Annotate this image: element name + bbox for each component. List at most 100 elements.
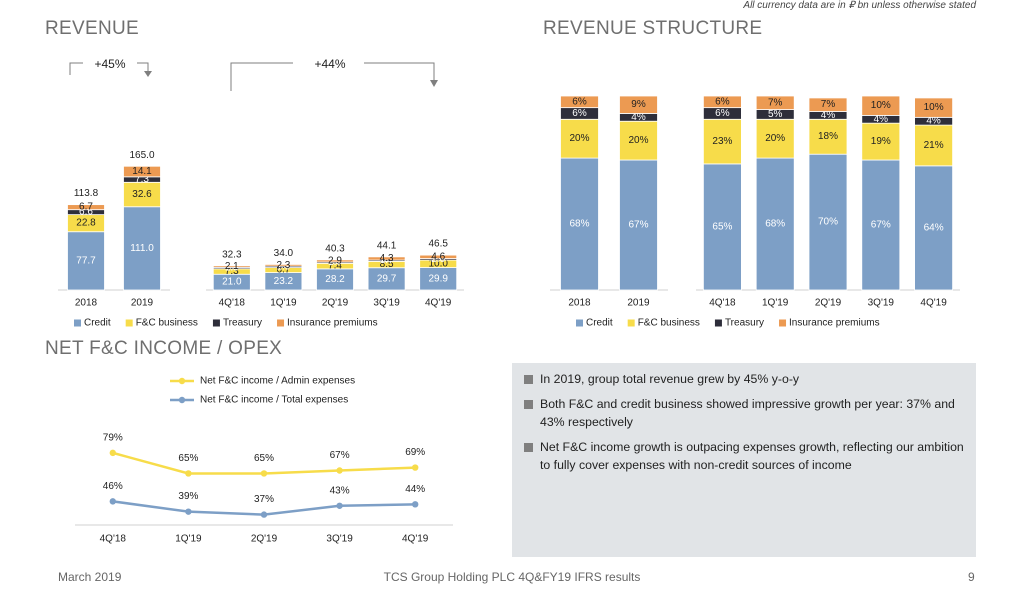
- data-label: 67%: [330, 450, 350, 461]
- data-label: 9%: [631, 99, 646, 110]
- bullet-text: Net F&C income growth is outpacing expen…: [540, 440, 964, 472]
- bar-segment-insurance: [212, 265, 251, 268]
- growth-bracket-quarterly: [230, 62, 293, 91]
- data-point: [336, 467, 343, 474]
- data-label: 4%: [874, 114, 889, 125]
- data-label: 67%: [628, 220, 648, 231]
- bar-segment-fc-business: [808, 118, 848, 155]
- data-point: [260, 511, 268, 518]
- legend-swatch: [779, 319, 787, 327]
- data-label: 4.3: [380, 253, 394, 264]
- legend-label: F&C business: [136, 318, 198, 329]
- data-label: 1.7: [328, 257, 342, 268]
- data-label: 7.3: [135, 174, 149, 185]
- bullet-item: In 2019, group total revenue grew by 45%…: [524, 370, 964, 388]
- data-label: 1.9: [225, 263, 239, 274]
- legend-label: Insurance premiums: [789, 318, 880, 329]
- data-label: 46%: [103, 481, 123, 492]
- data-point: [412, 501, 419, 508]
- legend-marker: [178, 396, 186, 404]
- legend-swatch: [125, 319, 133, 327]
- growth-bracket-annual: [69, 62, 83, 75]
- growth-bracket-quarterly: [364, 62, 435, 82]
- growth-label-quarterly: +44%: [314, 57, 345, 71]
- legend-swatch: [277, 319, 285, 327]
- bar-segment-credit: [755, 157, 795, 291]
- x-tick-label: 2Q'19: [322, 298, 349, 309]
- bullet-item: Net F&C income growth is outpacing expen…: [524, 438, 964, 474]
- bar-segment-fc-business: [861, 122, 901, 161]
- total-label: 40.3: [325, 243, 345, 254]
- x-tick-label: 2Q'19: [815, 298, 842, 309]
- x-tick-label: 1Q'19: [762, 298, 789, 309]
- data-label: 6%: [572, 108, 587, 119]
- data-label: 19%: [871, 136, 891, 147]
- data-point: [412, 464, 419, 471]
- data-label: 2.0: [431, 254, 445, 265]
- legend-swatch: [74, 319, 81, 327]
- total-label: 44.1: [377, 240, 397, 251]
- data-label: 68%: [569, 219, 589, 230]
- bar-segment-insurance: [755, 95, 795, 110]
- growth-bracket-annual: [137, 62, 149, 73]
- data-label: 67%: [871, 220, 891, 231]
- bullet-item: Both F&C and credit business showed impr…: [524, 395, 964, 431]
- data-label: 65%: [712, 221, 732, 232]
- x-tick-label: 4Q'19: [425, 298, 452, 309]
- currency-note: All currency data are in ₽ bn unless oth…: [743, 0, 976, 11]
- data-label: 2.3: [276, 260, 290, 271]
- bullet-square-icon: [524, 443, 533, 452]
- data-label: 18%: [818, 131, 838, 142]
- x-tick-label: 4Q'19: [402, 534, 429, 545]
- bar-segment-fc-business: [755, 118, 795, 159]
- data-label: 70%: [818, 217, 838, 228]
- data-label: 2.9: [328, 255, 342, 266]
- legend-label: Credit: [84, 318, 111, 329]
- data-label: 1.7: [380, 255, 394, 266]
- data-label: 20%: [628, 135, 648, 146]
- x-tick-label: 1Q'19: [175, 534, 202, 545]
- x-tick-label: 3Q'19: [373, 298, 400, 309]
- footer-date: March 2019: [58, 570, 122, 584]
- data-point: [336, 502, 343, 509]
- x-tick-label: 3Q'19: [868, 298, 895, 309]
- bar-segment-insurance: [703, 95, 742, 109]
- data-label: 111.0: [130, 243, 154, 254]
- revenue-structure-chart: 68%20%6%6%201867%20%4%9%201965%23%6%6%4Q…: [550, 95, 960, 329]
- data-point: [185, 508, 192, 515]
- data-label: 14.1: [132, 166, 152, 177]
- arrow-down-icon: [144, 71, 152, 77]
- data-label: 69%: [405, 447, 425, 458]
- data-label: 10%: [924, 102, 944, 113]
- data-label: 4%: [631, 112, 646, 123]
- data-label: 23%: [712, 136, 732, 147]
- data-label: 77.7: [76, 255, 96, 266]
- bar-segment-credit: [914, 165, 953, 291]
- data-point: [109, 498, 117, 505]
- bar-segment-insurance: [316, 259, 354, 263]
- bar-segment-credit: [560, 157, 599, 291]
- bar-segment-fc-business: [123, 181, 161, 208]
- data-label: 2.1: [225, 261, 239, 272]
- total-label: 32.3: [222, 249, 242, 260]
- x-tick-label: 1Q'19: [270, 298, 297, 309]
- opex-line-chart: 79% 65% 65% 67% 69% 46% 39% 37% 43% 44% 4Q'18 1Q'19…: [75, 376, 453, 545]
- page-number: 9: [968, 570, 975, 584]
- legend-label: Credit: [586, 318, 613, 329]
- legend-label: Net F&C income / Admin expenses: [200, 376, 355, 387]
- data-label: 43%: [330, 485, 350, 496]
- x-tick-label: 2019: [627, 298, 650, 309]
- data-label: 7%: [821, 99, 836, 110]
- bullet-text: In 2019, group total revenue grew by 45%…: [540, 372, 800, 386]
- legend-label: F&C business: [638, 318, 700, 329]
- data-label: 10%: [871, 100, 891, 111]
- bar-segment-insurance: [808, 97, 848, 112]
- bar-segment-insurance: [264, 264, 303, 267]
- data-label: 4%: [926, 116, 941, 127]
- data-label: 6.7: [79, 202, 93, 213]
- legend-swatch: [212, 319, 220, 327]
- legend-swatch: [627, 319, 635, 327]
- bar-segment-insurance: [560, 95, 599, 109]
- x-tick-label: 2019: [131, 298, 154, 309]
